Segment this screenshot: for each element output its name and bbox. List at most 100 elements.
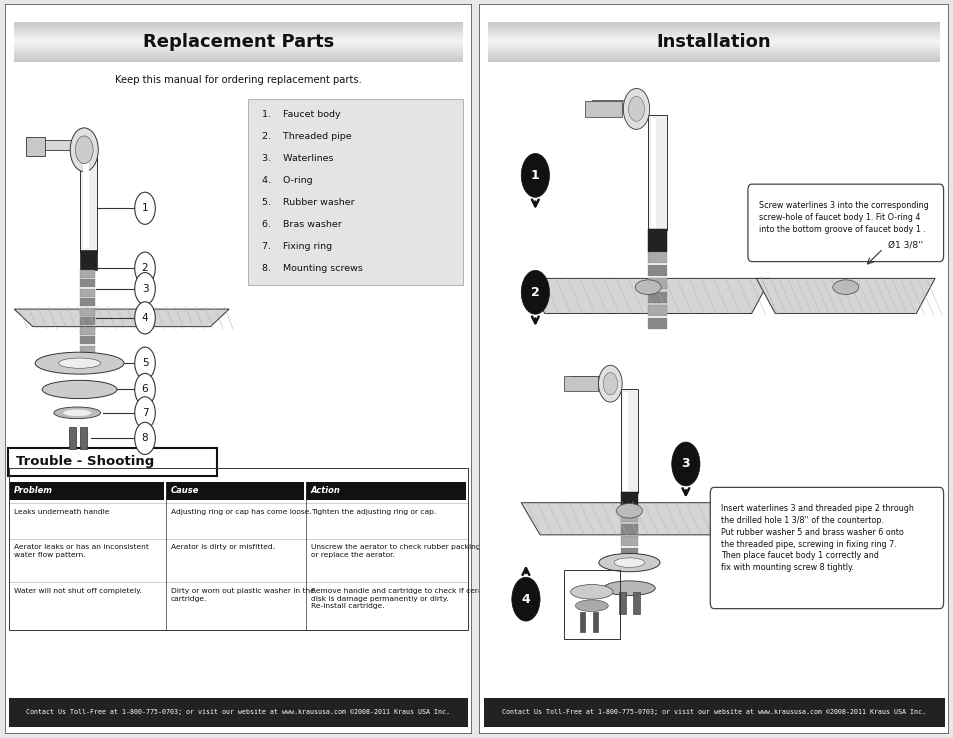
FancyBboxPatch shape <box>80 345 95 354</box>
Text: Contact Us Toll-Free at 1-800-775-0703; or visit our website at www.kraususa.com: Contact Us Toll-Free at 1-800-775-0703; … <box>27 709 450 715</box>
Bar <box>14 23 462 24</box>
Bar <box>488 60 939 61</box>
Bar <box>647 278 666 289</box>
Bar <box>488 23 939 24</box>
Bar <box>79 250 97 270</box>
Bar <box>647 318 666 329</box>
Text: 3: 3 <box>142 283 148 294</box>
Text: Aerator leaks or has an inconsistent
water flow pattern.: Aerator leaks or has an inconsistent wat… <box>14 545 149 558</box>
Circle shape <box>512 577 539 621</box>
Text: Insert waterlines 3 and threaded pipe 2 through
the drilled hole 1 3/8'' of the : Insert waterlines 3 and threaded pipe 2 … <box>720 504 913 572</box>
Bar <box>14 24 462 25</box>
Bar <box>488 59 939 60</box>
Bar <box>488 53 939 54</box>
FancyBboxPatch shape <box>80 269 95 277</box>
Ellipse shape <box>616 503 641 518</box>
Text: Trouble - Shooting: Trouble - Shooting <box>16 455 154 469</box>
Circle shape <box>622 89 649 129</box>
Bar <box>14 37 462 38</box>
Ellipse shape <box>570 584 613 599</box>
Text: 4: 4 <box>142 313 148 323</box>
Text: Water will not shut off completely.: Water will not shut off completely. <box>14 588 142 594</box>
Bar <box>83 150 89 249</box>
FancyBboxPatch shape <box>79 146 97 252</box>
Bar <box>14 30 462 31</box>
Bar <box>488 40 939 41</box>
Text: 5.    Rubber washer: 5. Rubber washer <box>261 198 355 207</box>
Bar <box>579 612 584 632</box>
Text: Keep this manual for ordering replacement parts.: Keep this manual for ordering replacemen… <box>115 75 361 86</box>
Bar <box>80 427 87 449</box>
Bar <box>14 55 462 56</box>
Text: Remove handle and cartridge to check if ceramic
disk is damage permanently or di: Remove handle and cartridge to check if … <box>311 588 496 609</box>
Bar <box>488 36 939 37</box>
Bar <box>488 30 939 31</box>
Bar <box>488 26 939 27</box>
Text: Tighten the adjusting ring or cap.: Tighten the adjusting ring or cap. <box>311 509 436 515</box>
Bar <box>166 481 304 500</box>
Bar <box>488 41 939 42</box>
Text: 2: 2 <box>531 286 539 299</box>
FancyBboxPatch shape <box>80 317 95 325</box>
Bar <box>620 525 638 534</box>
Bar <box>488 45 939 46</box>
Bar <box>10 468 467 630</box>
Bar <box>623 392 627 491</box>
Bar <box>488 58 939 59</box>
Bar <box>14 49 462 50</box>
Circle shape <box>134 347 155 379</box>
Bar <box>647 252 666 263</box>
Bar <box>14 27 462 28</box>
Circle shape <box>598 365 621 402</box>
Bar <box>488 51 939 52</box>
Bar <box>14 53 462 54</box>
Bar <box>14 61 462 62</box>
Circle shape <box>75 136 93 164</box>
Bar <box>488 44 939 45</box>
Ellipse shape <box>614 558 644 568</box>
Bar <box>14 43 462 44</box>
Text: 2.    Threaded pipe: 2. Threaded pipe <box>261 132 351 141</box>
Bar <box>488 25 939 26</box>
FancyBboxPatch shape <box>584 101 621 117</box>
FancyBboxPatch shape <box>8 448 216 476</box>
FancyBboxPatch shape <box>747 184 943 261</box>
Text: Contact Us Toll-Free at 1-800-775-0703; or visit our website at www.kraususa.com: Contact Us Toll-Free at 1-800-775-0703; … <box>501 709 925 715</box>
Text: 3: 3 <box>680 458 689 471</box>
FancyBboxPatch shape <box>563 376 597 391</box>
Bar <box>14 56 462 57</box>
Polygon shape <box>756 278 934 314</box>
Bar <box>14 36 462 37</box>
FancyBboxPatch shape <box>710 487 943 609</box>
Text: 6: 6 <box>142 384 148 394</box>
Bar <box>488 61 939 62</box>
Bar <box>488 32 939 33</box>
Bar <box>14 54 462 55</box>
Bar <box>14 28 462 29</box>
Bar <box>14 29 462 30</box>
Bar <box>488 52 939 53</box>
Bar <box>620 548 638 558</box>
FancyBboxPatch shape <box>80 279 95 287</box>
Bar <box>14 32 462 33</box>
Text: 3.    Waterlines: 3. Waterlines <box>261 154 333 163</box>
Bar <box>488 31 939 32</box>
Bar <box>14 52 462 53</box>
Text: 4.    O-ring: 4. O-ring <box>261 176 313 185</box>
Ellipse shape <box>42 380 117 399</box>
Bar <box>14 45 462 46</box>
Bar <box>488 48 939 49</box>
Bar <box>14 44 462 45</box>
Bar <box>14 42 462 43</box>
Text: Leaks underneath handle: Leaks underneath handle <box>14 509 110 515</box>
Text: 6.    Bras washer: 6. Bras washer <box>261 220 341 229</box>
Bar <box>14 34 462 35</box>
Circle shape <box>671 442 700 486</box>
Bar <box>10 481 164 500</box>
Bar <box>14 60 462 61</box>
Text: Screw waterlines 3 into the corresponding
screw-hole of faucet body 1. Fit O-rin: Screw waterlines 3 into the correspondin… <box>758 201 927 233</box>
Ellipse shape <box>575 600 608 612</box>
Circle shape <box>134 422 155 455</box>
Bar <box>620 560 638 570</box>
Bar <box>14 22 462 23</box>
